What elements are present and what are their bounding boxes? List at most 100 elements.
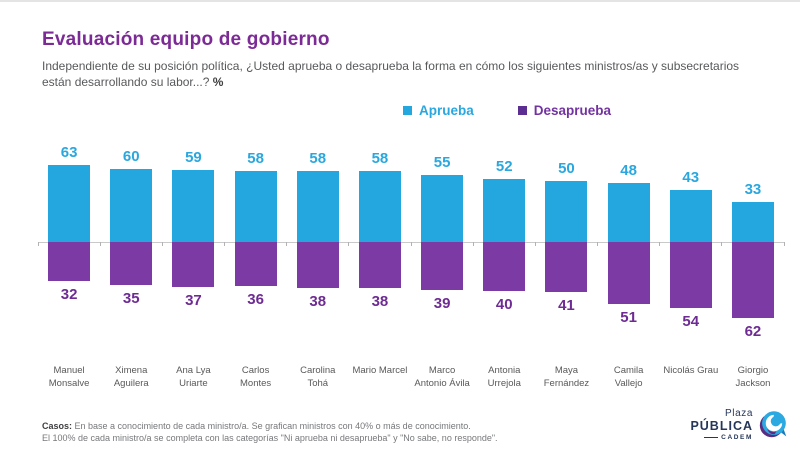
chart-area: 63 32 60 35 59 37 58 36 58 38 58 38 55 39 52 40 50 41 48 51… bbox=[37, 132, 785, 364]
axis-tick bbox=[37, 242, 39, 246]
chart-column: 58 38 bbox=[349, 132, 411, 364]
disapprove-bar bbox=[172, 242, 215, 288]
approve-value-label: 58 bbox=[309, 150, 327, 168]
approve-value-label: 58 bbox=[371, 150, 389, 168]
disapprove-value-label: 40 bbox=[495, 295, 513, 313]
disapprove-value-label: 51 bbox=[620, 309, 637, 327]
axis-tick bbox=[597, 242, 598, 246]
approve-value-label: 52 bbox=[495, 157, 513, 175]
minister-name-label: Ximena Aguilera bbox=[113, 365, 149, 389]
approve-bar bbox=[172, 170, 215, 242]
axis-tick bbox=[472, 242, 474, 246]
disapprove-bar bbox=[607, 242, 650, 305]
category-axis-labels: Manuel Monsalve Ximena Aguilera Ana Lya Ur… bbox=[38, 365, 784, 390]
axis-tick bbox=[721, 242, 723, 246]
disapprove-bar bbox=[669, 242, 712, 308]
approve-value-label: 60 bbox=[122, 147, 140, 165]
axis-tick bbox=[534, 242, 536, 246]
disapprove-value-label: 36 bbox=[247, 290, 264, 308]
disapprove-value-label: 38 bbox=[371, 293, 389, 311]
chart-column: 50 41 bbox=[535, 132, 597, 364]
disapprove-bar bbox=[421, 242, 464, 290]
disapprove-value-label: 38 bbox=[309, 293, 327, 311]
logo-cadem-text: CADEM bbox=[721, 434, 753, 441]
disapprove-value-label: 32 bbox=[60, 286, 78, 304]
percent-unit-label: % bbox=[212, 74, 224, 89]
chart-column: 60 35 bbox=[100, 132, 162, 364]
approve-value-label: 55 bbox=[433, 153, 451, 171]
minister-name-label: Camila Vallejo bbox=[613, 365, 644, 389]
legend-label-desaprueba: Desaprueba bbox=[533, 103, 612, 118]
disapprove-value-label: 37 bbox=[185, 292, 202, 310]
disapprove-bar bbox=[110, 242, 153, 285]
page-title: Evaluación equipo de gobierno bbox=[42, 29, 330, 50]
minister-name-label: Nicolás Grau bbox=[663, 365, 719, 376]
approve-value-label: 50 bbox=[558, 160, 575, 177]
minister-name-label: Antonia Urrejola bbox=[487, 365, 521, 389]
plaza-publica-cadem-logo: Plaza PÚBLICA CADEM bbox=[690, 408, 789, 441]
approve-value-label: 58 bbox=[247, 150, 264, 168]
chart-column: 33 62 bbox=[722, 132, 784, 364]
axis-tick bbox=[286, 242, 288, 246]
axis-tick bbox=[99, 242, 101, 246]
approve-bar bbox=[358, 171, 401, 242]
chart-column: 58 38 bbox=[287, 132, 349, 364]
approve-bar bbox=[296, 171, 339, 242]
approve-value-label: 43 bbox=[682, 168, 700, 186]
logo-cadem-row: CADEM bbox=[690, 434, 753, 441]
minister-name-label: Carlos Montes bbox=[240, 365, 272, 389]
minister-name-label: Carolina Tohá bbox=[300, 365, 336, 389]
approve-value-label: 33 bbox=[744, 180, 762, 198]
legend-item-aprueba: Aprueba bbox=[403, 103, 474, 118]
disapprove-bar bbox=[234, 242, 277, 286]
minister-name-label: Manuel Monsalve bbox=[48, 365, 90, 389]
disapprove-value-label: 62 bbox=[744, 322, 762, 340]
approve-value-label: 59 bbox=[185, 149, 202, 167]
approve-value-label: 48 bbox=[620, 162, 637, 180]
chart-column: 48 51 bbox=[598, 132, 660, 364]
axis-tick bbox=[783, 242, 785, 246]
disapprove-bar bbox=[358, 242, 401, 289]
survey-question-text: Independiente de su posición política, ¿… bbox=[42, 59, 744, 90]
approve-swatch-icon bbox=[403, 106, 412, 115]
disapprove-bar bbox=[48, 242, 91, 282]
minister-name-label: Giorgio Jackson bbox=[735, 365, 771, 389]
disapprove-value-label: 54 bbox=[682, 312, 700, 330]
logo-publica-text: PÚBLICA bbox=[690, 419, 753, 433]
cadem-bubble-icon bbox=[759, 411, 787, 438]
legend-item-desaprueba: Desaprueba bbox=[517, 103, 612, 118]
chart-column: 63 32 bbox=[38, 132, 100, 364]
logo-plaza-text: Plaza bbox=[724, 408, 753, 419]
approve-bar bbox=[607, 183, 650, 242]
axis-tick bbox=[224, 242, 225, 246]
minister-name-label: Marco Antonio Ávila bbox=[414, 365, 470, 389]
approve-bar bbox=[669, 189, 712, 242]
approve-bar bbox=[110, 168, 153, 242]
approve-value-label: 63 bbox=[60, 144, 78, 162]
logo-dash bbox=[704, 437, 719, 438]
chart-column: 52 40 bbox=[473, 132, 535, 364]
footnote-casos-prefix: Casos: bbox=[42, 420, 73, 431]
minister-name-label: Ana Lya Uriarte bbox=[176, 365, 211, 389]
axis-tick bbox=[410, 242, 412, 246]
approve-bar bbox=[234, 171, 277, 242]
disapprove-bar bbox=[296, 242, 339, 289]
approve-bar bbox=[731, 201, 774, 242]
chart-column: 43 54 bbox=[660, 132, 722, 364]
footnote-line1-text: En base a conocimiento de cada ministro/… bbox=[72, 420, 471, 431]
approve-bar bbox=[48, 165, 91, 242]
disapprove-swatch-icon bbox=[517, 106, 527, 115]
survey-question-body: Independiente de su posición política, ¿… bbox=[42, 59, 740, 89]
chart-column: 59 37 bbox=[162, 132, 224, 364]
minister-name-label: Mario Marcel bbox=[352, 365, 408, 376]
footnote-line-2: El 100% de cada ministro/a se completa c… bbox=[42, 433, 498, 444]
logo-wordmark: Plaza PÚBLICA CADEM bbox=[690, 408, 753, 441]
chart-column: 58 36 bbox=[225, 132, 287, 364]
axis-tick bbox=[348, 242, 350, 246]
chart-legend: Aprueba Desaprueba bbox=[403, 103, 611, 118]
disapprove-bar bbox=[483, 242, 526, 291]
approve-bar bbox=[545, 181, 588, 242]
disapprove-bar bbox=[545, 242, 588, 293]
footnote: Casos: En base a conocimiento de cada mi… bbox=[42, 420, 498, 445]
